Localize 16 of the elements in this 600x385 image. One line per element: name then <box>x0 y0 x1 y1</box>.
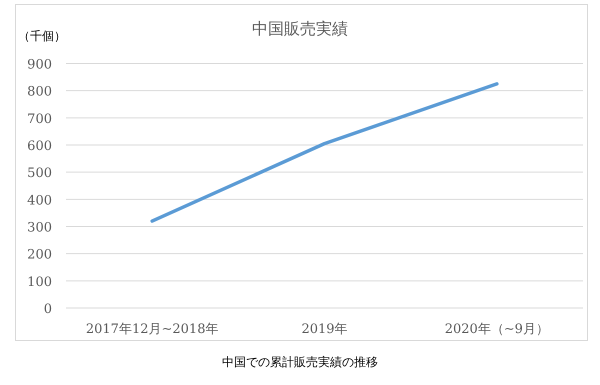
y-tick-label: 300 <box>27 220 52 236</box>
text: 中国での累計販売実績の推移 <box>222 355 378 369</box>
y-tick-label: 200 <box>27 248 52 263</box>
chart-title: 中国販売実績 <box>252 19 348 38</box>
y-tick-label: 600 <box>27 139 52 154</box>
y-tick-label: 900 <box>27 58 52 72</box>
y-tick-label: 700 <box>27 112 52 127</box>
y-tick-label: 800 <box>27 84 52 100</box>
x-tick-label: 2020年（~9月） <box>444 322 549 337</box>
y-tick-label: 100 <box>27 274 52 290</box>
x-tick-label: 2017年12月~2018年 <box>86 322 218 337</box>
y-axis-title: （千個） <box>18 29 66 43</box>
y-tick-label: 500 <box>27 166 52 182</box>
y-tick-label: 400 <box>27 193 52 208</box>
x-tick-label: 2019年 <box>301 322 348 337</box>
y-tick-label: 0 <box>44 302 52 317</box>
